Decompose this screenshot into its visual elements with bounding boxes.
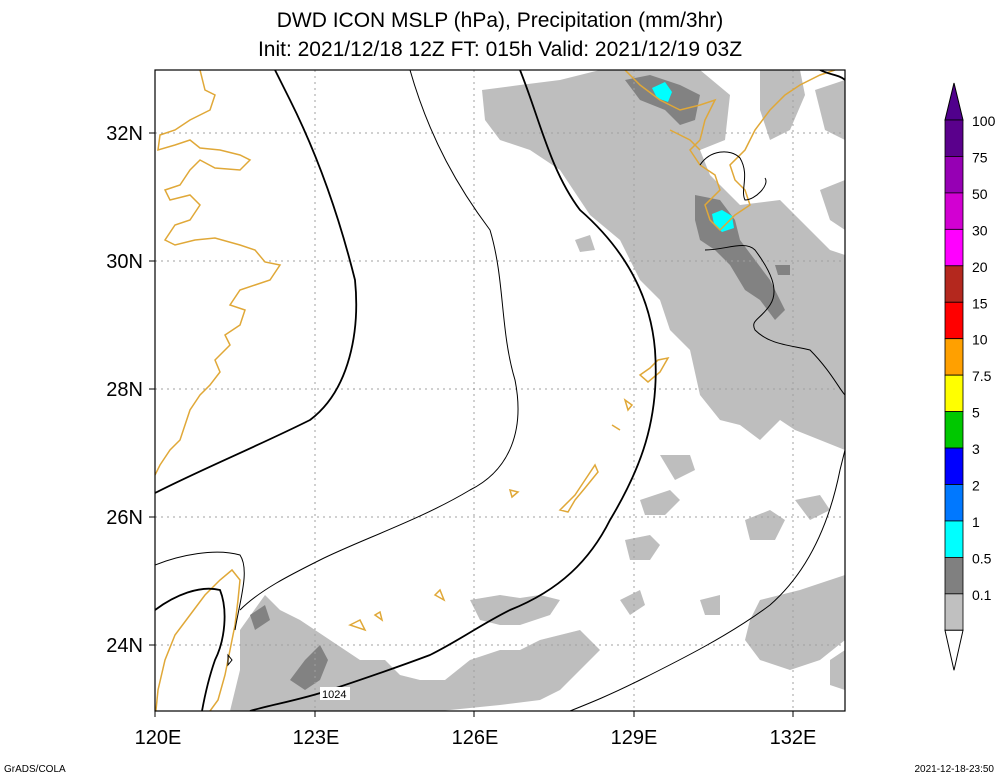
footer-credit: GrADS/COLA: [4, 764, 66, 775]
lon-label: 126E: [452, 727, 499, 749]
colorbar-bottom-triangle: [944, 629, 964, 671]
isobars: [155, 70, 845, 711]
lon-label: 123E: [293, 727, 340, 749]
colorbar-label: 30: [972, 222, 988, 238]
isobar-label: 1024: [322, 689, 346, 701]
chart-subtitle: Init: 2021/12/18 12Z FT: 015h Valid: 202…: [257, 38, 743, 61]
colorbar-swatch: [944, 119, 964, 157]
colorbar-swatch: [944, 338, 964, 376]
colorbar-swatch: [944, 593, 964, 631]
colorbar-swatch: [944, 301, 964, 340]
lat-label: 24N: [106, 635, 143, 657]
colorbar-swatch: [944, 447, 964, 485]
chart-title: DWD ICON MSLP (hPa), Precipitation (mm/3…: [276, 9, 724, 32]
colorbar-label: 10: [972, 332, 988, 348]
lat-label: 30N: [106, 251, 143, 273]
isobar-label-bg: [320, 687, 350, 700]
footer-timestamp: 2021-12-18-23:50: [914, 764, 994, 775]
lon-label: 120E: [135, 727, 182, 749]
colorbar-label: 1: [972, 514, 980, 530]
map-gridlines: [155, 70, 845, 711]
colorbar-swatch: [944, 374, 964, 412]
lat-label: 28N: [106, 379, 143, 401]
lat-label: 26N: [106, 507, 143, 529]
colorbar-label: 3: [972, 441, 980, 457]
coastlines: [155, 70, 836, 711]
colorbar-swatch: [944, 228, 964, 267]
lon-label: 132E: [770, 727, 817, 749]
colorbar-label: 0.1: [972, 587, 992, 603]
colorbar-swatch: [944, 156, 964, 194]
colorbar-swatch: [944, 557, 964, 595]
colorbar-label: 20: [972, 259, 988, 275]
colorbar-swatch: [944, 411, 964, 449]
lon-label: 129E: [611, 727, 658, 749]
colorbar-swatch: [944, 484, 964, 522]
colorbar-top-triangle: [944, 82, 964, 121]
precip-light-area: [230, 70, 845, 711]
colorbar-swatch: [944, 192, 964, 230]
colorbar-label: 2: [972, 478, 980, 494]
map-frame: [154, 69, 846, 712]
colorbar-label: 75: [972, 149, 988, 165]
colorbar-label: 7.5: [972, 368, 992, 384]
colorbar-label: 50: [972, 186, 988, 202]
colorbar-label: 0.5: [972, 550, 992, 566]
colorbar-legend: 100 75 50 30 20 15 10 7.5 5 3 2 1 0.5 0.1: [944, 82, 996, 671]
lat-label: 32N: [106, 123, 143, 145]
colorbar-swatch: [944, 265, 964, 303]
colorbar-label: 15: [972, 295, 988, 311]
colorbar-label: 100: [972, 113, 996, 129]
colorbar-swatch: [944, 520, 964, 558]
axis-ticks: [149, 132, 794, 717]
colorbar-label: 5: [972, 405, 980, 421]
